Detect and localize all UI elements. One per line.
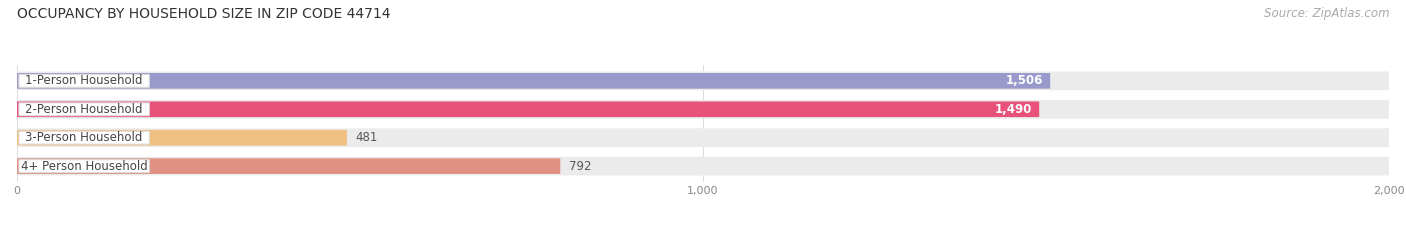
Text: 4+ Person Household: 4+ Person Household bbox=[21, 160, 148, 173]
FancyBboxPatch shape bbox=[17, 100, 1389, 119]
FancyBboxPatch shape bbox=[17, 72, 1389, 90]
FancyBboxPatch shape bbox=[18, 131, 149, 144]
Text: 1,490: 1,490 bbox=[995, 103, 1032, 116]
FancyBboxPatch shape bbox=[17, 158, 560, 174]
Text: 3-Person Household: 3-Person Household bbox=[25, 131, 143, 144]
FancyBboxPatch shape bbox=[17, 157, 1389, 175]
Text: Source: ZipAtlas.com: Source: ZipAtlas.com bbox=[1264, 7, 1389, 20]
FancyBboxPatch shape bbox=[17, 73, 1050, 89]
Text: 2-Person Household: 2-Person Household bbox=[25, 103, 143, 116]
FancyBboxPatch shape bbox=[17, 130, 347, 146]
Text: 792: 792 bbox=[568, 160, 591, 173]
Text: OCCUPANCY BY HOUSEHOLD SIZE IN ZIP CODE 44714: OCCUPANCY BY HOUSEHOLD SIZE IN ZIP CODE … bbox=[17, 7, 391, 21]
FancyBboxPatch shape bbox=[17, 101, 1039, 117]
Text: 481: 481 bbox=[356, 131, 377, 144]
FancyBboxPatch shape bbox=[18, 103, 149, 116]
FancyBboxPatch shape bbox=[17, 128, 1389, 147]
FancyBboxPatch shape bbox=[18, 75, 149, 87]
FancyBboxPatch shape bbox=[18, 160, 149, 172]
Text: 1,506: 1,506 bbox=[1005, 74, 1043, 87]
Text: 1-Person Household: 1-Person Household bbox=[25, 74, 143, 87]
